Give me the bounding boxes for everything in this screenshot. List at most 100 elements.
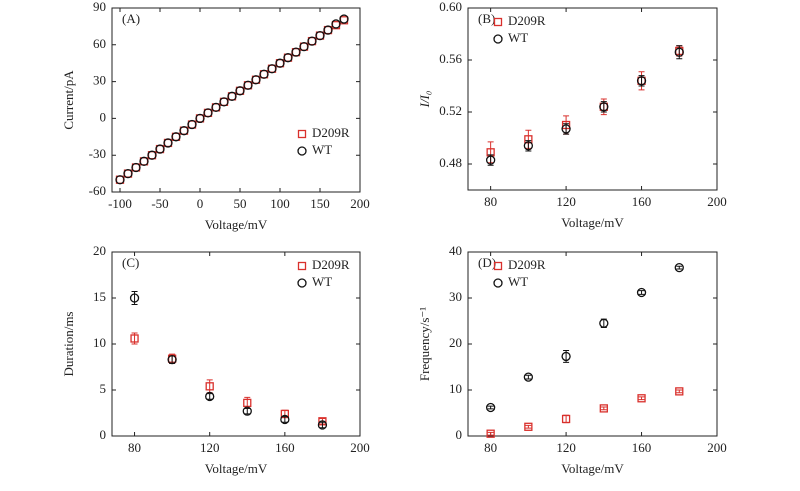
y-tick-label: 90 [93,0,106,14]
x-tick-label: 120 [556,440,576,455]
legend-label: WT [508,30,528,45]
panel-label: (D) [478,255,496,270]
legend-marker [493,34,503,44]
y-tick-label: 0 [100,109,107,124]
error-bar [676,265,683,270]
data-point [242,406,252,416]
data-point [599,404,608,413]
y-axis-label: I/I₀ [417,91,432,109]
plot-frame [467,7,718,191]
data-point [561,124,571,134]
x-tick-label: 200 [350,440,370,455]
y-tick-label: 0.52 [439,103,462,118]
panel-label: (C) [122,255,139,270]
x-tick-label: -100 [108,196,132,211]
data-point [561,351,571,362]
plot-frame [467,251,718,437]
x-tick-label: 0 [197,196,204,211]
error-bar [281,416,288,423]
data-point [259,69,269,79]
error-bar [487,431,494,436]
data-point [315,30,325,41]
y-tick-label: 0.48 [439,155,462,170]
x-axis-label: Voltage/mV [561,215,624,230]
error-bar [487,405,494,410]
data-point [251,75,261,85]
data-point [243,80,253,90]
data-point [674,262,684,273]
y-axis-label: Frequency/s⁻¹ [417,307,432,381]
y-tick-label: 10 [93,335,106,350]
data-point [291,47,301,57]
y-axis-label: Duration/ms [61,312,76,377]
y-tick-label: 0 [456,427,463,442]
data-point [267,64,277,74]
data-point [163,138,173,148]
y-tick-label: 30 [449,289,462,304]
error-bar [638,396,645,401]
x-tick-label: 80 [484,440,497,455]
data-point [323,25,333,35]
error-bar [319,421,326,429]
x-tick-label: 200 [350,196,370,211]
data-point [299,41,309,52]
y-axis-label: Current/pA [61,70,76,130]
legend-marker [297,278,307,288]
data-point [307,36,317,46]
x-tick-label: 80 [128,440,141,455]
legend-marker [493,278,503,288]
error-bar [676,389,683,394]
x-tick-label: 160 [632,194,652,209]
x-tick-label: 160 [632,440,652,455]
legend-label: WT [312,274,332,289]
data-point [485,155,496,165]
data-point [179,126,189,136]
y-tick-label: 10 [449,381,462,396]
panel-label: (B) [478,11,495,26]
data-point [283,53,293,63]
y-tick-label: 0.56 [439,51,462,66]
error-bar [525,424,532,429]
data-point [235,86,245,96]
error-bar [244,407,251,415]
y-tick-label: 60 [93,36,106,51]
legend-label: D209R [508,257,546,272]
error-bar [206,379,213,394]
legend-marker [493,17,503,27]
x-tick-label: 80 [484,194,497,209]
y-tick-label: 20 [93,243,106,258]
data-point [280,414,290,425]
x-tick-label: -50 [151,196,168,211]
data-point [130,334,139,343]
x-tick-label: 160 [275,440,295,455]
data-point [275,58,285,68]
y-tick-label: 15 [93,289,106,304]
y-tick-label: 0.60 [439,0,462,14]
data-point [203,108,213,118]
y-tick-label: 40 [449,243,462,258]
y-tick-label: -60 [89,183,106,198]
legend-label: D209R [508,13,546,28]
data-point [599,318,609,328]
legend-marker [297,129,307,139]
data-point [636,76,647,86]
error-bar [638,290,645,295]
data-point [331,19,341,29]
data-point [211,102,221,113]
y-tick-label: -30 [89,146,106,161]
legend-marker [493,261,503,271]
legend-marker [297,146,307,156]
x-tick-label: 200 [707,194,727,209]
error-bar [563,414,570,424]
y-tick-label: 30 [93,73,106,88]
x-tick-label: 120 [556,194,576,209]
error-bar [206,393,213,400]
plot-frame [111,7,361,193]
x-axis-label: Voltage/mV [205,217,268,232]
x-tick-label: 150 [310,196,330,211]
data-point [123,168,133,179]
data-point [155,144,165,154]
data-point [523,372,534,382]
x-tick-label: 100 [270,196,290,211]
y-tick-label: 5 [100,381,107,396]
